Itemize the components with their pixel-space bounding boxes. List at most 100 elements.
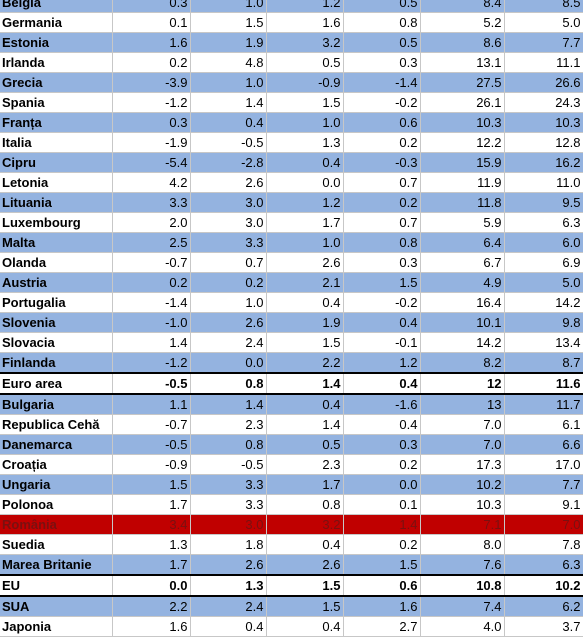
table-cell: 1.5 bbox=[266, 92, 344, 113]
row-label: Austria bbox=[0, 272, 113, 293]
table-cell: 13.1 bbox=[420, 52, 505, 73]
table-cell: 0.4 bbox=[190, 616, 267, 637]
table-cell: -1.0 bbox=[112, 312, 191, 333]
table-cell: 2.4 bbox=[190, 332, 267, 353]
table-cell: 3.3 bbox=[190, 494, 267, 515]
table-cell: 0.4 bbox=[266, 292, 344, 313]
table-cell: 3.3 bbox=[190, 474, 267, 495]
table-cell: 11.7 bbox=[504, 394, 583, 415]
table-cell: 10.3 bbox=[504, 112, 583, 133]
table-cell: 26.6 bbox=[504, 72, 583, 93]
table-cell: 2.5 bbox=[112, 232, 191, 253]
table-cell: -1.6 bbox=[343, 394, 421, 415]
table-cell: 1.5 bbox=[343, 272, 421, 293]
table-cell: -0.3 bbox=[343, 152, 421, 173]
table-cell: 3.3 bbox=[112, 192, 191, 213]
table-cell: 7.8 bbox=[504, 534, 583, 555]
table-cell: 1.0 bbox=[190, 72, 267, 93]
table-cell: 14.2 bbox=[420, 332, 505, 353]
table-row: Slovacia 1.4 2.4 1.5 -0.1 14.2 13.4 bbox=[0, 332, 583, 353]
table-cell: -3.9 bbox=[112, 72, 191, 93]
row-label: Grecia bbox=[0, 72, 113, 93]
table-cell: 27.5 bbox=[420, 72, 505, 93]
table-cell: 4.9 bbox=[420, 272, 505, 293]
table-cell: 1.4 bbox=[266, 414, 344, 435]
row-label: Polonoa bbox=[0, 494, 113, 515]
table-row: Grecia -3.9 1.0 -0.9 -1.4 27.5 26.6 bbox=[0, 72, 583, 93]
table-cell: 0.3 bbox=[112, 0, 191, 13]
table-cell: 3.2 bbox=[266, 514, 344, 535]
table-cell: 7.0 bbox=[420, 434, 505, 455]
table-row: Euro area -0.5 0.8 1.4 0.4 12 11.6 bbox=[0, 372, 583, 395]
row-label: Suedia bbox=[0, 534, 113, 555]
table-cell: 14.2 bbox=[504, 292, 583, 313]
table-cell: 12.2 bbox=[420, 132, 505, 153]
table-cell: 6.4 bbox=[420, 232, 505, 253]
table-cell: 11.1 bbox=[504, 52, 583, 73]
table-cell: 0.6 bbox=[343, 574, 421, 597]
table-cell: 10.3 bbox=[420, 494, 505, 515]
table-cell: 0.3 bbox=[343, 52, 421, 73]
table-cell: 0.4 bbox=[343, 414, 421, 435]
table-cell: 10.2 bbox=[504, 574, 583, 597]
row-label: Euro area bbox=[0, 372, 113, 395]
table-cell: 0.4 bbox=[266, 534, 344, 555]
table-row: Republica Cehă -0.7 2.3 1.4 0.4 7.0 6.1 bbox=[0, 414, 583, 435]
table-cell: 2.4 bbox=[190, 596, 267, 617]
table-cell: 12.8 bbox=[504, 132, 583, 153]
table-cell: 1.0 bbox=[266, 232, 344, 253]
table-cell: 1.4 bbox=[343, 514, 421, 535]
table-cell: 3.0 bbox=[190, 212, 267, 233]
table-cell: 6.1 bbox=[504, 414, 583, 435]
table-cell: 0.7 bbox=[190, 252, 267, 273]
table-row: Suedia 1.3 1.8 0.4 0.2 8.0 7.8 bbox=[0, 534, 583, 555]
table-row: Luxembourg 2.0 3.0 1.7 0.7 5.9 6.3 bbox=[0, 212, 583, 233]
table-cell: 0.4 bbox=[266, 394, 344, 415]
table-cell: 3.3 bbox=[190, 232, 267, 253]
table-cell: 1.0 bbox=[190, 0, 267, 13]
table-cell: 6.9 bbox=[504, 252, 583, 273]
table-cell: 0.2 bbox=[343, 192, 421, 213]
table-cell: 2.7 bbox=[343, 616, 421, 637]
table-cell: 1.3 bbox=[112, 534, 191, 555]
table-row: Cipru -5.4 -2.8 0.4 -0.3 15.9 16.2 bbox=[0, 152, 583, 173]
table-row: Slovenia -1.0 2.6 1.9 0.4 10.1 9.8 bbox=[0, 312, 583, 333]
row-label: Bulgaria bbox=[0, 394, 113, 415]
table-cell: 2.6 bbox=[190, 554, 267, 576]
table-row: Croația -0.9 -0.5 2.3 0.2 17.3 17.0 bbox=[0, 454, 583, 475]
table-cell: 7.7 bbox=[504, 32, 583, 53]
row-label: România bbox=[0, 514, 113, 535]
table-cell: -1.9 bbox=[112, 132, 191, 153]
row-label: SUA bbox=[0, 596, 113, 617]
table-cell: 7.1 bbox=[420, 514, 505, 535]
table-cell: 1.5 bbox=[112, 474, 191, 495]
table-cell: 0.8 bbox=[190, 434, 267, 455]
row-label: Slovenia bbox=[0, 312, 113, 333]
table-cell: 0.1 bbox=[343, 494, 421, 515]
table-cell: 5.2 bbox=[420, 12, 505, 33]
table-row: Germania 0.1 1.5 1.6 0.8 5.2 5.0 bbox=[0, 12, 583, 33]
table-cell: 0.7 bbox=[343, 172, 421, 193]
table-cell: -0.7 bbox=[112, 252, 191, 273]
table-cell: 8.2 bbox=[420, 352, 505, 374]
table-cell: 0.3 bbox=[343, 252, 421, 273]
table-cell: 26.1 bbox=[420, 92, 505, 113]
row-label: Lituania bbox=[0, 192, 113, 213]
table-cell: -2.8 bbox=[190, 152, 267, 173]
table-cell: 1.5 bbox=[266, 596, 344, 617]
table-cell: 8.5 bbox=[504, 0, 583, 13]
table-cell: 1.5 bbox=[190, 12, 267, 33]
table-cell: -1.4 bbox=[343, 72, 421, 93]
row-label: Ungaria bbox=[0, 474, 113, 495]
table-cell: 10.2 bbox=[420, 474, 505, 495]
table-cell: 8.6 bbox=[420, 32, 505, 53]
table-cell: 11.6 bbox=[504, 372, 583, 395]
table-cell: 5.0 bbox=[504, 12, 583, 33]
table-cell: 7.7 bbox=[504, 474, 583, 495]
table-cell: 2.2 bbox=[112, 596, 191, 617]
table-cell: 6.3 bbox=[504, 554, 583, 576]
table-cell: 1.4 bbox=[190, 92, 267, 113]
table-cell: 0.4 bbox=[266, 152, 344, 173]
table-cell: 0.8 bbox=[343, 232, 421, 253]
